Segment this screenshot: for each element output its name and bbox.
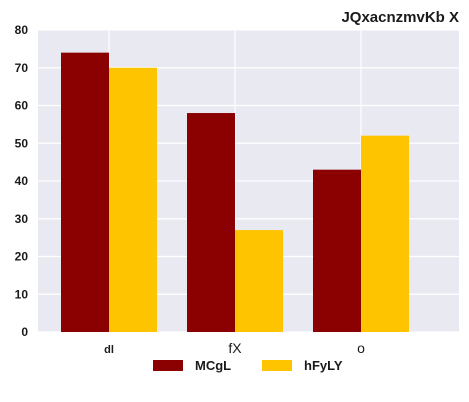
bar-MCgL-o xyxy=(313,170,361,332)
chart-title: JQxacnzmvKb X xyxy=(341,9,459,26)
bar-hFyLY-fX xyxy=(235,230,283,332)
legend-label: hFyLY xyxy=(304,358,343,373)
y-tick-label: 20 xyxy=(15,250,29,264)
y-tick-label: 60 xyxy=(15,99,29,113)
legend-label: MCgL xyxy=(195,358,231,373)
y-tick-label: 80 xyxy=(15,23,29,37)
legend-swatch xyxy=(153,360,183,371)
x-tick-label: dl xyxy=(104,344,114,356)
y-tick-label: 40 xyxy=(15,174,29,188)
legend: MCgL hFyLY xyxy=(153,358,343,373)
y-axis-ticks: 0 10 20 30 40 50 60 70 80 xyxy=(15,23,29,339)
y-tick-label: 30 xyxy=(15,212,29,226)
x-tick-label: fX xyxy=(228,340,242,356)
y-tick-label: 10 xyxy=(15,287,29,301)
x-axis-ticks: dl fX o xyxy=(104,340,365,356)
y-tick-label: 50 xyxy=(15,136,29,150)
bar-MCgL-dl xyxy=(61,53,109,332)
bar-MCgL-fX xyxy=(187,113,235,332)
y-tick-label: 70 xyxy=(15,61,29,75)
legend-swatch xyxy=(262,360,292,371)
x-tick-label: o xyxy=(357,340,365,356)
y-tick-label: 0 xyxy=(21,325,28,339)
bar-hFyLY-o xyxy=(361,136,409,332)
bar-hFyLY-dl xyxy=(109,68,157,332)
